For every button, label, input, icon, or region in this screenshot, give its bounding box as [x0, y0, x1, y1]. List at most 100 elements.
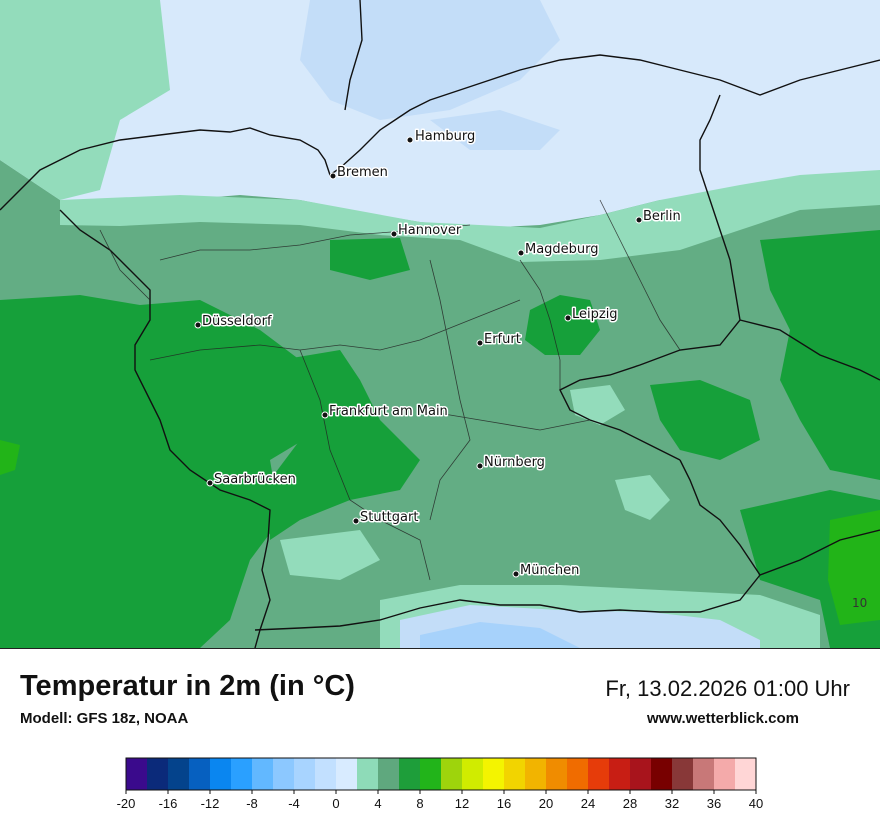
legend-swatch [651, 758, 673, 790]
city-label-stuttgart: Stuttgart [360, 510, 418, 525]
temperature-field-pocket-1 [570, 385, 625, 425]
national-border-south [254, 459, 761, 631]
legend-swatch [693, 758, 715, 790]
city-erfurt[interactable]: Erfurt [476, 331, 522, 349]
legend-swatch [336, 758, 358, 790]
temperature-field-warmest [828, 510, 880, 625]
city-leipzig[interactable]: Leipzig [564, 306, 619, 324]
legend-tick-label: -20 [117, 796, 136, 811]
legend-swatch [189, 758, 211, 790]
temperature-field-coast-cold-2 [430, 110, 560, 150]
legend-border [125, 757, 757, 791]
city-label-frankfurt: Frankfurt am Main [329, 404, 448, 419]
city-label-hamburg: Hamburg [415, 129, 475, 144]
legend-tick-label: -16 [159, 796, 178, 811]
legend-swatch [672, 758, 694, 790]
legend-tick-label: 32 [665, 796, 679, 811]
color-legend: -20 -16 -12 -8 -4 0 4 8 12 16 20 24 28 32 36 40 [110, 752, 770, 822]
legend-tick-label: 4 [374, 796, 381, 811]
map-canvas: Hamburg Bremen Berlin Hannover Magdeburg… [0, 0, 880, 648]
map-title: Temperatur in 2m (in °C) [20, 670, 355, 702]
legend-swatch [315, 758, 337, 790]
legend-tick-label: 40 [749, 796, 763, 811]
temperature-map: Hamburg Bremen Berlin Hannover Magdeburg… [0, 0, 880, 649]
legend-swatch [126, 758, 148, 790]
legend-tick-label: 8 [416, 796, 423, 811]
legend-swatch [588, 758, 610, 790]
temperature-field-warm-bohemia [650, 380, 760, 460]
legend-swatch [357, 758, 379, 790]
website-label: www.wetterblick.com [647, 710, 799, 727]
city-label-magdeburg: Magdeburg [525, 242, 599, 257]
city-saarbruecken[interactable]: Saarbrücken [206, 471, 297, 489]
legend-swatch [399, 758, 421, 790]
legend-tick-label: -4 [288, 796, 300, 811]
legend-swatch [504, 758, 526, 790]
city-muenchen[interactable]: München [512, 562, 581, 580]
city-bremen[interactable]: Bremen [329, 164, 389, 182]
temperature-field-warm-west [0, 295, 330, 648]
corner-value-label: 10 [852, 596, 867, 610]
color-legend-canvas: -20 -16 -12 -8 -4 0 4 8 12 16 20 24 28 32 36 40 [117, 757, 763, 811]
legend-swatch [483, 758, 505, 790]
city-frankfurt[interactable]: Frankfurt am Main [321, 403, 449, 421]
city-label-berlin: Berlin [643, 209, 681, 224]
temperature-field-pocket-2 [280, 530, 380, 580]
city-label-muenchen: München [520, 563, 579, 578]
legend-swatch [714, 758, 736, 790]
temperature-field-west-edge [0, 440, 20, 475]
legend-tick-label: 0 [332, 796, 339, 811]
city-magdeburg[interactable]: Magdeburg [517, 241, 600, 259]
temperature-field-warm-leipzig [525, 295, 600, 355]
denmark-border [344, 0, 363, 111]
city-berlin[interactable]: Berlin [635, 208, 682, 226]
legend-swatch [630, 758, 652, 790]
city-label-bremen: Bremen [337, 165, 388, 180]
legend-tick-label: 36 [707, 796, 721, 811]
city-markers: Hamburg Bremen Berlin Hannover Magdeburg… [194, 128, 682, 580]
legend-tick-label: 16 [497, 796, 511, 811]
city-label-hannover: Hannover [398, 223, 462, 238]
temperature-field-warm-rhine [270, 350, 420, 540]
temperature-field-transition-2 [60, 170, 880, 262]
model-label: Modell: GFS 18z, NOAA [20, 710, 189, 727]
legend-swatch [441, 758, 463, 790]
legend-swatch [252, 758, 274, 790]
city-stuttgart[interactable]: Stuttgart [352, 509, 420, 527]
city-label-erfurt: Erfurt [484, 332, 521, 347]
city-hamburg[interactable]: Hamburg [406, 128, 477, 146]
temperature-field-coast-cold [300, 0, 560, 120]
city-hannover[interactable]: Hannover [390, 222, 463, 240]
city-nuernberg[interactable]: Nürnberg [476, 454, 546, 472]
temperature-field-alps-blue-2 [420, 622, 580, 648]
temperature-field-pocket-3 [615, 475, 670, 520]
legend-swatch [231, 758, 253, 790]
legend-tick-label: -8 [246, 796, 258, 811]
city-label-saarbruecken: Saarbrücken [214, 472, 296, 487]
legend-swatch [462, 758, 484, 790]
legend-swatch [210, 758, 232, 790]
legend-swatch [525, 758, 547, 790]
legend-swatch [546, 758, 568, 790]
temperature-field-warm-hannover [330, 238, 410, 280]
legend-swatch [294, 758, 316, 790]
legend-swatch [378, 758, 400, 790]
borders [0, 0, 880, 648]
legend-swatch [273, 758, 295, 790]
czech-border [739, 319, 880, 381]
legend-swatch [735, 758, 757, 790]
city-label-nuernberg: Nürnberg [484, 455, 545, 470]
legend-swatch [609, 758, 631, 790]
city-label-leipzig: Leipzig [572, 307, 618, 322]
city-duesseldorf[interactable]: Düsseldorf [194, 313, 273, 331]
legend-swatch [168, 758, 190, 790]
legend-swatch [147, 758, 169, 790]
temperature-field-north [0, 0, 880, 228]
legend-tick-label: 12 [455, 796, 469, 811]
national-border-east [559, 94, 741, 461]
legend-swatch [567, 758, 589, 790]
state-borders [99, 199, 681, 581]
legend-tick-label: 28 [623, 796, 637, 811]
national-border-west [59, 209, 271, 648]
legend-tick-label: 20 [539, 796, 553, 811]
